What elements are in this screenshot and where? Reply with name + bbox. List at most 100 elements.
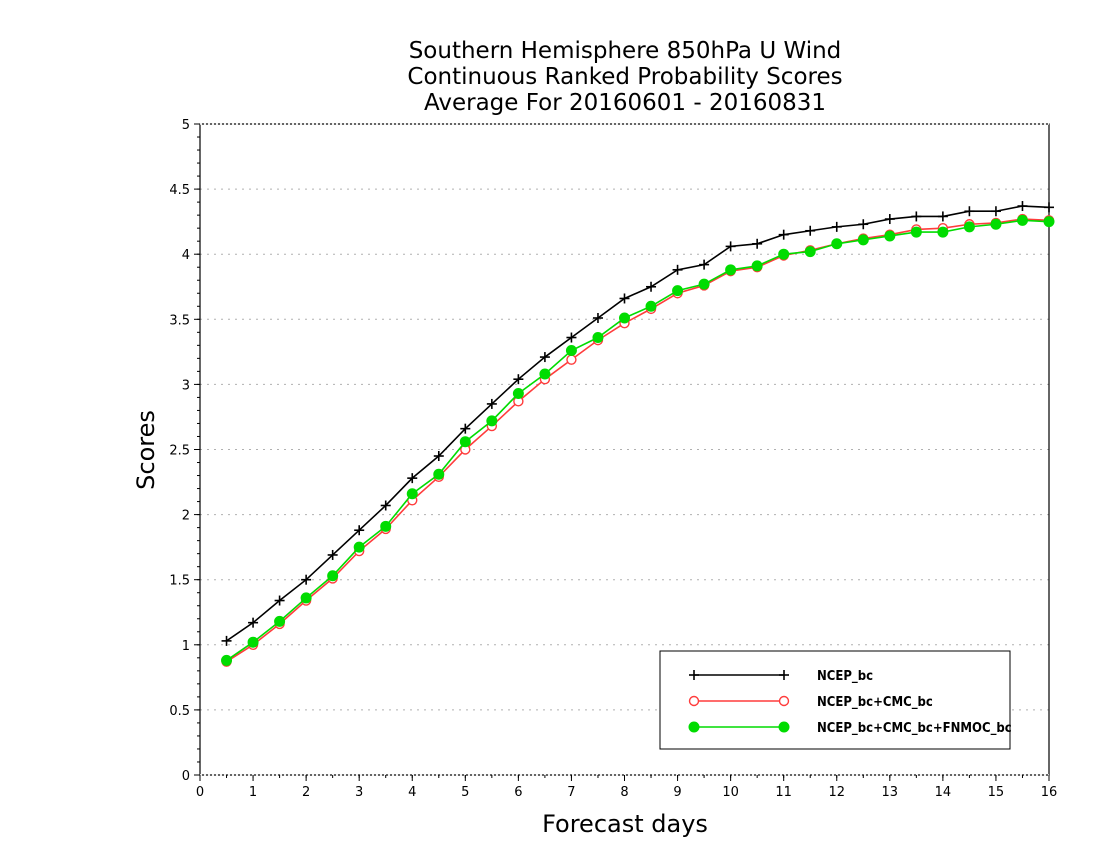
- data-point-2-7: [406, 488, 418, 500]
- chart-title: Southern Hemisphere 850hPa U Wind Contin…: [407, 38, 842, 116]
- data-point-0-22: [805, 225, 816, 236]
- data-point-2-31: [1043, 216, 1055, 228]
- data-point-0-19: [725, 241, 736, 252]
- data-point-2-25: [884, 230, 896, 242]
- data-point-2-24: [857, 234, 869, 246]
- legend: NCEP_bc NCEP_bc+CMC_bc NCEP_bc+CMC_bc+FNMO…: [659, 650, 1012, 750]
- legend-entry-1: NCEP_bc+CMC_bc: [688, 695, 933, 710]
- x-tick-label-2: 2: [302, 785, 310, 800]
- data-point-0-13: [566, 332, 577, 343]
- data-point-2-15: [619, 312, 630, 324]
- data-point-0-26: [911, 211, 922, 222]
- data-point-0-28: [964, 206, 975, 217]
- data-point-0-31: [1044, 202, 1054, 213]
- legend-marker-left-0: [689, 670, 699, 680]
- series-0: [221, 201, 1054, 646]
- data-point-2-3: [300, 592, 312, 604]
- data-point-2-8: [433, 468, 445, 480]
- data-point-2-1: [247, 636, 259, 648]
- data-point-2-10: [486, 415, 498, 427]
- x-tick-label-5: 5: [461, 785, 469, 800]
- data-point-2-4: [327, 570, 339, 582]
- x-tick-label-12: 12: [828, 785, 845, 800]
- data-point-2-12: [539, 368, 551, 380]
- y-tick-label-7: 3.5: [169, 313, 190, 328]
- x-axis-label: Forecast days: [542, 810, 708, 838]
- data-point-2-29: [990, 218, 1002, 230]
- legend-marker-right-1: [778, 695, 790, 707]
- y-tick-label-1: 0.5: [169, 704, 190, 719]
- chart-title-line-1: Southern Hemisphere 850hPa U Wind: [409, 38, 842, 64]
- legend-entry-2: NCEP_bc+CMC_bc+FNMOC_bc: [688, 721, 1012, 736]
- y-tick-label-4: 2: [182, 509, 190, 524]
- y-tick-label-3: 1.5: [169, 574, 190, 589]
- data-point-0-8: [433, 451, 444, 462]
- data-point-0-20: [752, 238, 763, 249]
- data-point-2-6: [380, 520, 392, 532]
- data-point-0-16: [646, 281, 657, 292]
- data-point-2-20: [751, 260, 763, 272]
- x-tick-label-3: 3: [355, 785, 363, 800]
- legend-label-0: NCEP_bc: [817, 669, 873, 684]
- series-line-2: [226, 219, 1050, 662]
- data-point-2-16: [645, 300, 657, 312]
- legend-marker-right-0: [779, 670, 789, 680]
- data-point-2-2: [274, 615, 286, 627]
- legend-label-1: NCEP_bc+CMC_bc: [817, 695, 933, 710]
- data-point-0-24: [858, 219, 869, 230]
- data-point-2-0: [221, 654, 233, 666]
- data-point-0-11: [513, 374, 524, 385]
- series-line-0: [226, 205, 1050, 642]
- series-2: [221, 214, 1055, 666]
- data-point-0-2: [274, 595, 285, 606]
- data-point-2-13: [565, 345, 577, 357]
- x-tick-label-0: 0: [196, 785, 204, 800]
- data-point-2-17: [672, 285, 684, 297]
- x-tick-label-8: 8: [620, 785, 628, 800]
- data-point-2-21: [778, 248, 790, 260]
- data-point-2-28: [963, 221, 975, 233]
- data-point-0-1: [248, 617, 259, 628]
- data-point-0-27: [937, 211, 948, 222]
- y-tick-label-8: 4: [182, 248, 190, 263]
- x-tick-label-14: 14: [935, 785, 952, 800]
- y-tick-label-2: 1: [182, 639, 190, 654]
- legend-entry-0: NCEP_bc: [689, 669, 873, 684]
- data-point-0-5: [354, 525, 365, 536]
- x-tick-label-16: 16: [1041, 785, 1058, 800]
- data-point-2-30: [1016, 214, 1028, 226]
- data-point-0-30: [1017, 201, 1028, 212]
- data-point-0-3: [301, 574, 312, 585]
- x-tick-label-15: 15: [988, 785, 1005, 800]
- data-point-2-14: [592, 332, 604, 344]
- data-point-0-21: [778, 229, 789, 240]
- legend-label-2: NCEP_bc+CMC_bc+FNMOC_bc: [817, 721, 1012, 736]
- x-tick-label-11: 11: [775, 785, 792, 800]
- data-point-2-23: [831, 238, 843, 250]
- data-point-2-22: [804, 246, 816, 258]
- data-point-0-12: [539, 352, 550, 363]
- data-point-0-10: [486, 398, 497, 409]
- y-tick-label-5: 2.5: [169, 444, 190, 459]
- x-tick-label-9: 9: [673, 785, 681, 800]
- series-line-1: [226, 218, 1050, 663]
- y-tick-label-10: 5: [182, 118, 190, 133]
- grid: [200, 188, 1049, 711]
- x-tick-label-7: 7: [567, 785, 575, 800]
- legend-marker-left-2: [688, 721, 700, 733]
- y-tick-label-9: 4.5: [169, 183, 190, 198]
- x-tick-label-6: 6: [514, 785, 522, 800]
- data-point-2-26: [910, 226, 922, 238]
- x-tick-label-1: 1: [249, 785, 257, 800]
- data-point-2-19: [725, 264, 737, 276]
- data-point-0-6: [380, 500, 391, 511]
- data-point-2-11: [512, 388, 524, 400]
- chart-title-line-2: Continuous Ranked Probability Scores: [407, 64, 842, 90]
- data-point-0-25: [884, 214, 895, 225]
- legend-marker-left-1: [688, 695, 700, 707]
- data-point-0-15: [619, 293, 630, 304]
- y-tick-label-0: 0: [182, 769, 190, 784]
- x-tick-label-4: 4: [408, 785, 416, 800]
